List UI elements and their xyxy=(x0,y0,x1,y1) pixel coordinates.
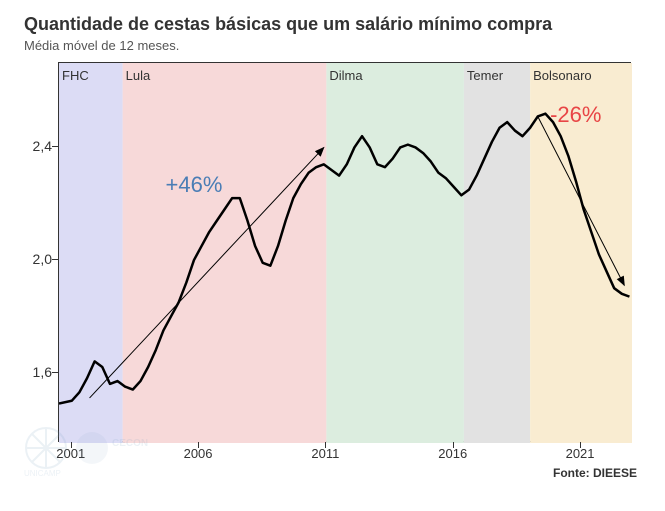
xtick-mark xyxy=(198,442,199,448)
plot-area xyxy=(58,62,631,442)
xtick-label: 2006 xyxy=(184,446,213,461)
xtick-mark xyxy=(325,442,326,448)
xtick-mark xyxy=(453,442,454,448)
chart-container: Quantidade de cestas básicas que um salá… xyxy=(0,0,665,511)
ytick-label: 1,6 xyxy=(33,364,52,380)
ytick-mark xyxy=(52,259,58,260)
xtick-label: 2001 xyxy=(56,446,85,461)
region-band xyxy=(326,63,464,443)
chart-title: Quantidade de cestas básicas que um salá… xyxy=(24,14,552,35)
ytick-label: 2,4 xyxy=(33,138,52,154)
region-label: Temer xyxy=(467,68,503,83)
xtick-mark xyxy=(580,442,581,448)
ytick-label: 2,0 xyxy=(33,251,52,267)
region-band xyxy=(464,63,530,443)
chart-subtitle: Média móvel de 12 meses. xyxy=(24,38,179,53)
xtick-mark xyxy=(71,442,72,448)
annotation-label: -26% xyxy=(550,102,601,128)
region-label: Lula xyxy=(126,68,151,83)
ytick-mark xyxy=(52,372,58,373)
watermark-unicamp: UNICAMP xyxy=(24,469,61,478)
source-label: Fonte: DIEESE xyxy=(553,466,637,480)
region-band xyxy=(59,63,123,443)
annotation-label: +46% xyxy=(166,172,223,198)
plot-svg xyxy=(59,63,632,443)
ytick-mark xyxy=(52,146,58,147)
region-label: FHC xyxy=(62,68,89,83)
region-label: Dilma xyxy=(329,68,362,83)
xtick-label: 2011 xyxy=(311,446,339,461)
xtick-label: 2016 xyxy=(438,446,467,461)
region-label: Bolsonaro xyxy=(533,68,592,83)
xtick-label: 2021 xyxy=(566,446,595,461)
